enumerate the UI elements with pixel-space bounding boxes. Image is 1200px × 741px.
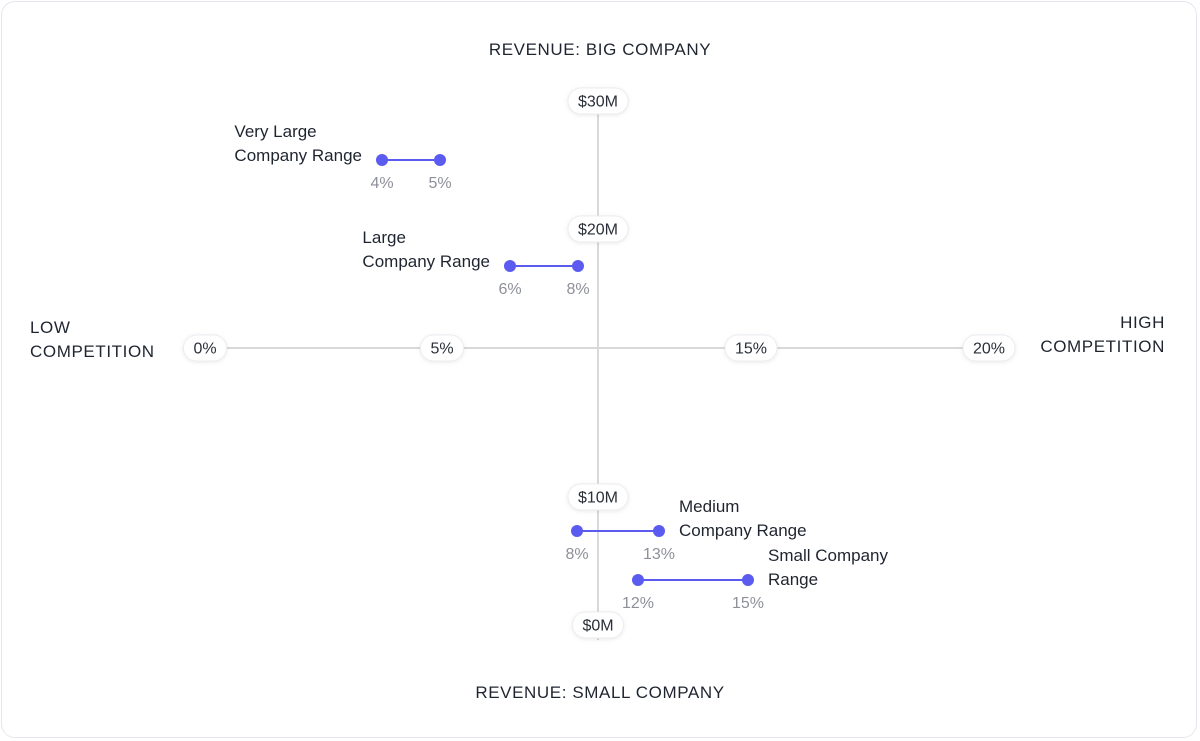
range-label-3-line1: Small Company — [768, 546, 888, 565]
x-tick-15: 15% — [735, 341, 767, 358]
range-end-point-0 — [434, 154, 446, 166]
range-label-2-line2: Company Range — [679, 521, 807, 540]
range-end-point-1 — [572, 260, 584, 272]
x-tick-20-bg — [962, 334, 1016, 362]
y-tick-0-bg — [571, 611, 625, 639]
range-start-label-2: 8% — [565, 546, 588, 563]
range-start-point-3 — [632, 574, 644, 586]
range-end-point-3 — [742, 574, 754, 586]
x-tick-0-bg — [182, 334, 228, 362]
y-axis-bottom-title: REVENUE: SMALL COMPANY — [475, 683, 724, 702]
x-axis-left-title-line2: COMPETITION — [30, 342, 155, 361]
y-tick-30-bg — [567, 87, 629, 115]
range-label-1-line2: Company Range — [362, 252, 490, 271]
x-tick-5: 5% — [430, 341, 453, 358]
range-end-label-2: 13% — [643, 546, 675, 563]
y-tick-20-bg — [567, 215, 629, 243]
y-tick-10-bg — [567, 483, 629, 511]
y-tick-30: $30M — [578, 94, 618, 111]
range-label-1-line1: Large — [362, 228, 405, 247]
range-start-point-2 — [571, 525, 583, 537]
range-end-label-0: 5% — [428, 175, 451, 192]
range-end-point-2 — [653, 525, 665, 537]
range-start-label-0: 4% — [370, 175, 393, 192]
range-end-label-3: 15% — [732, 595, 764, 612]
x-axis-left-title-line1: LOW — [30, 318, 71, 337]
range-label-3-line2: Range — [768, 570, 818, 589]
x-tick-5-bg — [419, 334, 465, 362]
y-axis-top-title: REVENUE: BIG COMPANY — [489, 40, 711, 59]
range-start-point-1 — [504, 260, 516, 272]
y-tick-0: $0M — [582, 618, 613, 635]
y-tick-20: $20M — [578, 222, 618, 239]
range-start-point-0 — [376, 154, 388, 166]
range-label-0-line1: Very Large — [234, 122, 316, 141]
x-tick-0: 0% — [193, 341, 216, 358]
x-tick-20: 20% — [973, 341, 1005, 358]
y-tick-10: $10M — [578, 490, 618, 507]
range-start-label-3: 12% — [622, 595, 654, 612]
range-end-label-1: 8% — [566, 281, 589, 298]
range-start-label-1: 6% — [498, 281, 521, 298]
x-axis-right-title-line2: COMPETITION — [1040, 337, 1165, 356]
range-label-0-line2: Company Range — [234, 146, 362, 165]
range-label-2-line1: Medium — [679, 497, 739, 516]
x-tick-15-bg — [724, 334, 778, 362]
x-axis-right-title-line1: HIGH — [1120, 313, 1165, 332]
